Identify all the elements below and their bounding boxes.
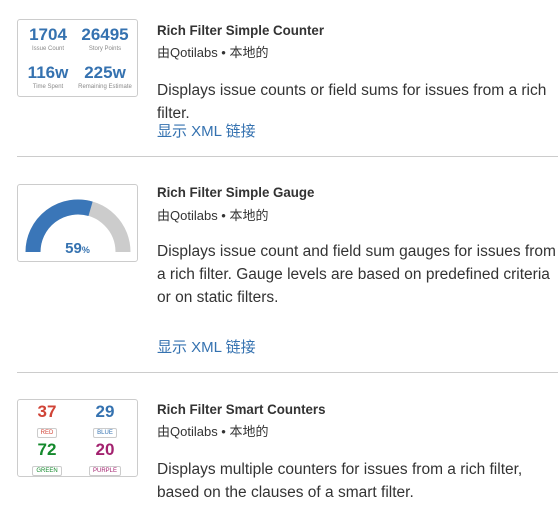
simple-gauge-thumbnail: 59% [17, 184, 138, 262]
thumb-counter: 116w Time Spent [22, 63, 74, 91]
smart-counter-value: 29 [95, 402, 115, 421]
show-xml-link[interactable]: 显示 XML 链接 [157, 339, 256, 356]
thumb-counter: 26495 Story Points [76, 25, 134, 53]
thumb-counter-label: Time Spent [32, 84, 64, 90]
thumb-counter-value: 116w [27, 63, 69, 82]
thumb-counter: 225w Remaining Estimate [76, 63, 134, 91]
gadget-description: Displays issue counts or field sums for … [157, 82, 547, 122]
smart-counters-thumbnail: 37 RED 29 BLUE 72 GREEN 20 PURPLE [17, 399, 138, 477]
smart-counter-value: 20 [95, 440, 115, 459]
divider [17, 156, 558, 157]
show-xml-link[interactable]: 显示 XML 链接 [157, 123, 256, 140]
gadget-description: Displays issue count and field sum gauge… [157, 243, 556, 306]
gadget-title: Rich Filter Simple Counter [157, 22, 325, 38]
gadget-title: Rich Filter Simple Gauge [157, 184, 315, 200]
smart-counter-purple: 20 PURPLE [85, 441, 125, 477]
gadget-description: Displays multiple counters for issues fr… [157, 461, 523, 501]
thumb-counter-value: 1704 [29, 25, 67, 44]
thumb-counter-label: Issue Count [31, 46, 65, 52]
smart-counter-tag: BLUE [93, 428, 117, 438]
thumb-counter-label: Remaining Estimate [78, 84, 132, 90]
smart-counter-value: 72 [37, 440, 57, 459]
gadget-author: 由Qotilabs • 本地的 [157, 424, 269, 439]
smart-counter-value: 37 [37, 402, 57, 421]
smart-counter-green: 72 GREEN [27, 441, 67, 477]
smart-counter-tag: PURPLE [88, 466, 121, 476]
gauge-chart [25, 199, 131, 253]
gadget-author: 由Qotilabs • 本地的 [157, 45, 269, 60]
gauge-value: 59 [65, 240, 82, 257]
thumb-counter-label: Story Points [88, 46, 122, 52]
thumb-counter-value: 225w [84, 63, 126, 82]
gadget-author: 由Qotilabs • 本地的 [157, 208, 269, 223]
gauge-unit: % [81, 245, 90, 255]
smart-counter-tag: GREEN [32, 466, 62, 476]
gadget-title: Rich Filter Smart Counters [157, 401, 326, 417]
thumb-counter: 1704 Issue Count [22, 25, 74, 53]
gauge-fill [25, 199, 93, 253]
simple-counter-thumbnail: 1704 Issue Count 26495 Story Points 116w… [17, 19, 138, 97]
thumb-counter-value: 26495 [81, 25, 129, 44]
smart-counter-tag: RED [36, 428, 58, 438]
smart-counter-red: 37 RED [27, 403, 67, 439]
divider [17, 372, 558, 373]
gauge-readout: 59% [18, 240, 137, 258]
smart-counter-blue: 29 BLUE [85, 403, 125, 439]
